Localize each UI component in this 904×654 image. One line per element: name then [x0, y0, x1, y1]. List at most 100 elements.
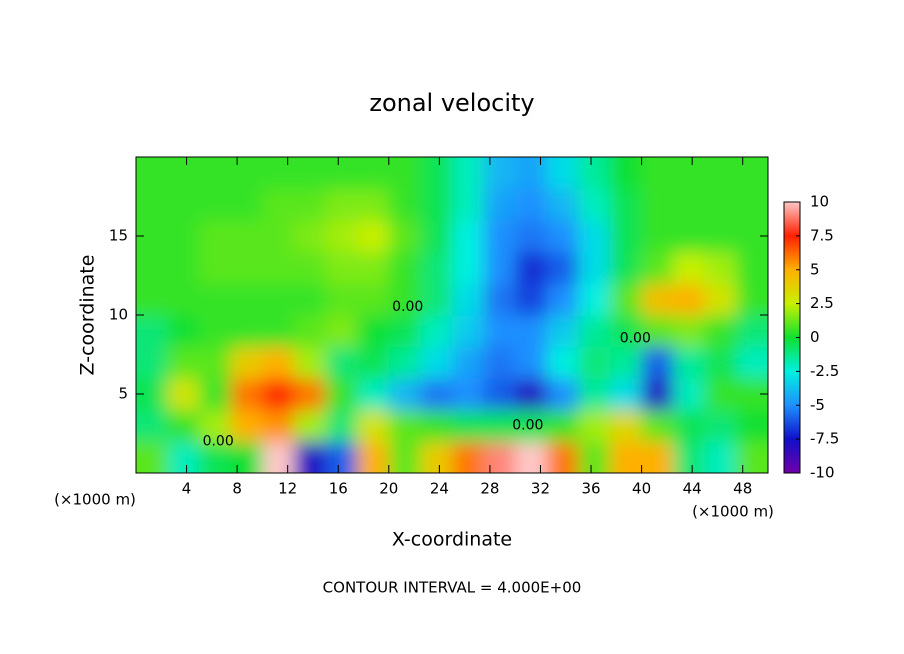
heatmap-cell: [704, 346, 737, 379]
heatmap-cell: [578, 283, 611, 316]
heatmap-cell: [199, 441, 232, 473]
heatmap-cell: [230, 378, 263, 411]
heatmap-cell: [483, 378, 516, 411]
heatmap-cell: [230, 220, 263, 253]
heatmap-cell: [420, 220, 453, 253]
heatmap-cell: [452, 315, 485, 348]
colorbar-tick-label: 2.5: [810, 294, 834, 312]
heatmap-cell: [262, 251, 295, 284]
x-tick-label: 44: [683, 480, 702, 498]
heatmap-cell: [167, 378, 200, 411]
heatmap-cell: [167, 441, 200, 473]
heatmap-cell: [452, 441, 485, 473]
heatmap-cell: [325, 346, 358, 379]
heatmap-cell: [483, 220, 516, 253]
heatmap-cell: [357, 188, 390, 221]
heatmap-cell: [388, 220, 421, 253]
heatmap-cell: [262, 409, 295, 442]
heatmap-cell: [673, 378, 706, 411]
heatmap-cell: [610, 220, 643, 253]
x-unit-label: (×1000 m): [54, 491, 136, 509]
heatmap-cell: [357, 251, 390, 284]
contour-label: 0.00: [203, 433, 234, 449]
heatmap-cell: [578, 441, 611, 473]
heatmap-cell: [420, 346, 453, 379]
heatmap-cell: [199, 315, 232, 348]
heatmap-cell: [136, 441, 169, 473]
heatmap-cell: [357, 157, 390, 190]
heatmap-cell: [483, 346, 516, 379]
heatmap-cell: [673, 188, 706, 221]
x-tick-label: 32: [531, 480, 550, 498]
heatmap-cell: [546, 283, 579, 316]
heatmap-cell: [641, 378, 674, 411]
x-tick-label: 16: [329, 480, 348, 498]
heatmap-cell: [673, 441, 706, 473]
heatmap-cell: [452, 346, 485, 379]
heatmap-cell: [546, 188, 579, 221]
heatmap-cell: [578, 315, 611, 348]
heatmap-cell: [704, 378, 737, 411]
heatmap-cell: [578, 188, 611, 221]
heatmap-cell: [704, 315, 737, 348]
y-axis-label: Z-coordinate: [77, 255, 99, 376]
heatmap-cell: [704, 283, 737, 316]
heatmap-cell: [515, 378, 548, 411]
heatmap-cell: [325, 378, 358, 411]
heatmap-cell: [357, 220, 390, 253]
x-tick-label: 20: [379, 480, 398, 498]
heatmap-cell: [641, 220, 674, 253]
heatmap-cell: [641, 409, 674, 442]
heatmap-cell: [199, 157, 232, 190]
heatmap-cell: [294, 220, 327, 253]
heatmap-cell: [515, 188, 548, 221]
heatmap-cell: [136, 346, 169, 379]
heatmap-cell: [262, 220, 295, 253]
heatmap-cell: [167, 315, 200, 348]
colorbar-tick-label: -10: [810, 464, 835, 482]
heatmap-cell: [483, 283, 516, 316]
heatmap-cell: [515, 346, 548, 379]
heatmap-cell: [136, 315, 169, 348]
heatmap-cell: [262, 441, 295, 473]
heatmap-cell: [704, 188, 737, 221]
heatmap-cell: [325, 251, 358, 284]
heatmap-cell: [136, 157, 169, 190]
heatmap-cell: [578, 251, 611, 284]
y-tick-label: 10: [109, 306, 128, 324]
heatmap-cell: [515, 315, 548, 348]
heatmap-cell: [199, 378, 232, 411]
heatmap-cell: [704, 441, 737, 473]
heatmap-cell: [546, 220, 579, 253]
heatmap-cell: [294, 251, 327, 284]
heatmap-cell: [230, 409, 263, 442]
heatmap-cell: [452, 220, 485, 253]
heatmap-cell: [230, 441, 263, 473]
heatmap-cell: [325, 283, 358, 316]
heatmap-cell: [673, 220, 706, 253]
heatmap-cell: [388, 409, 421, 442]
heatmap-cell: [673, 283, 706, 316]
heatmap-cell: [736, 283, 768, 316]
heatmap-cell: [610, 346, 643, 379]
heatmap-cell: [325, 441, 358, 473]
heatmap-cell: [357, 315, 390, 348]
heatmap-cell: [357, 441, 390, 473]
colorbar-tick-label: -7.5: [810, 430, 839, 448]
heatmap-cell: [515, 283, 548, 316]
x-tick-label: 36: [581, 480, 600, 498]
heatmap-cell: [167, 409, 200, 442]
heatmap-cell: [357, 283, 390, 316]
heatmap-cell: [167, 220, 200, 253]
heatmap-cell: [199, 409, 232, 442]
chart-title: zonal velocity: [369, 89, 534, 117]
heatmap-cell: [483, 251, 516, 284]
heatmap-cell: [673, 251, 706, 284]
heatmap-cell: [736, 441, 768, 473]
heatmap-cell: [452, 251, 485, 284]
heatmap-cell: [578, 409, 611, 442]
heatmap-cell: [610, 378, 643, 411]
heatmap-cell: [294, 346, 327, 379]
heatmap-cell: [515, 157, 548, 190]
heatmap-cell: [452, 157, 485, 190]
